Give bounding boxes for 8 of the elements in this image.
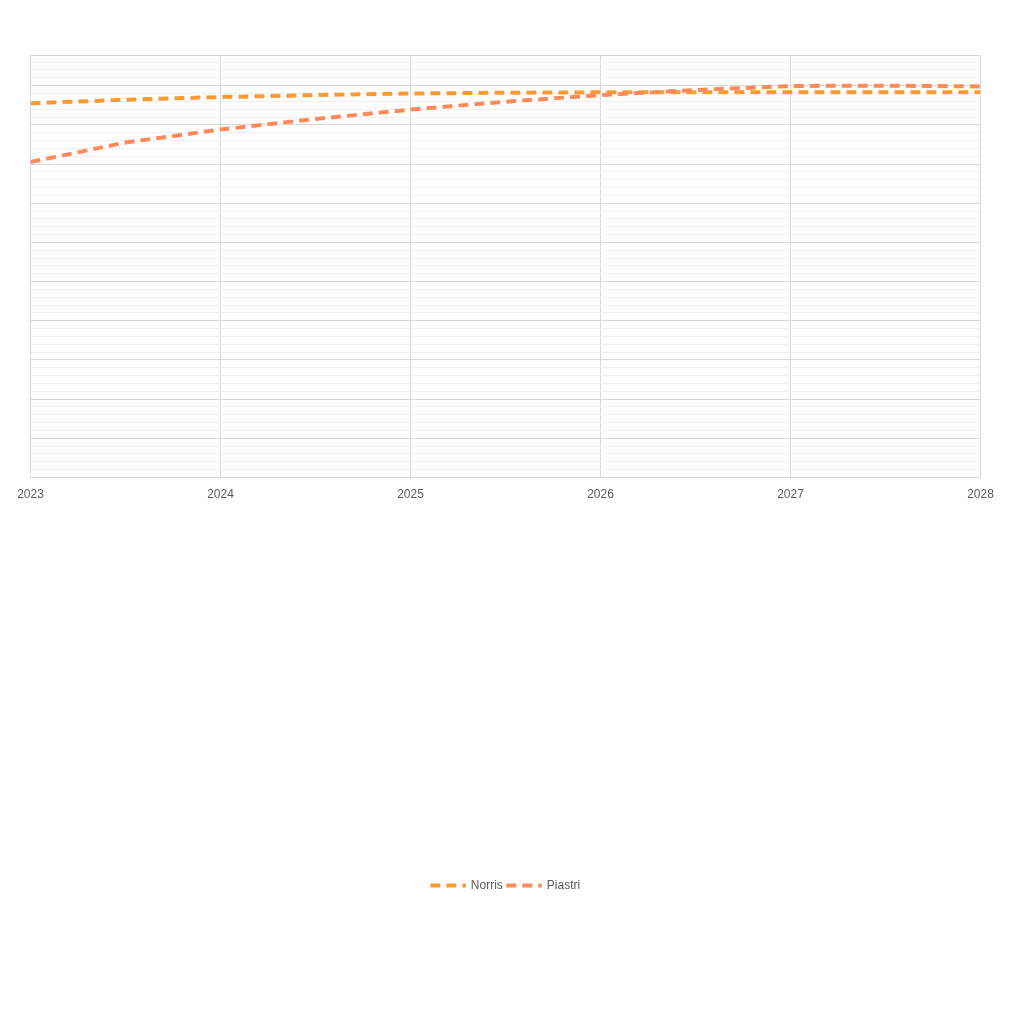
x-tick-label: 2027 [777, 486, 805, 501]
x-tick-label: 2024 [207, 486, 235, 501]
x-tick-label: 2028 [967, 486, 995, 501]
x-tick-label: 2026 [587, 486, 615, 501]
x-tick-label: 2023 [17, 486, 45, 501]
x-tick-label: 2025 [397, 486, 425, 501]
legend-label: Norris [470, 878, 503, 892]
legend-label: Piastri [546, 878, 581, 892]
